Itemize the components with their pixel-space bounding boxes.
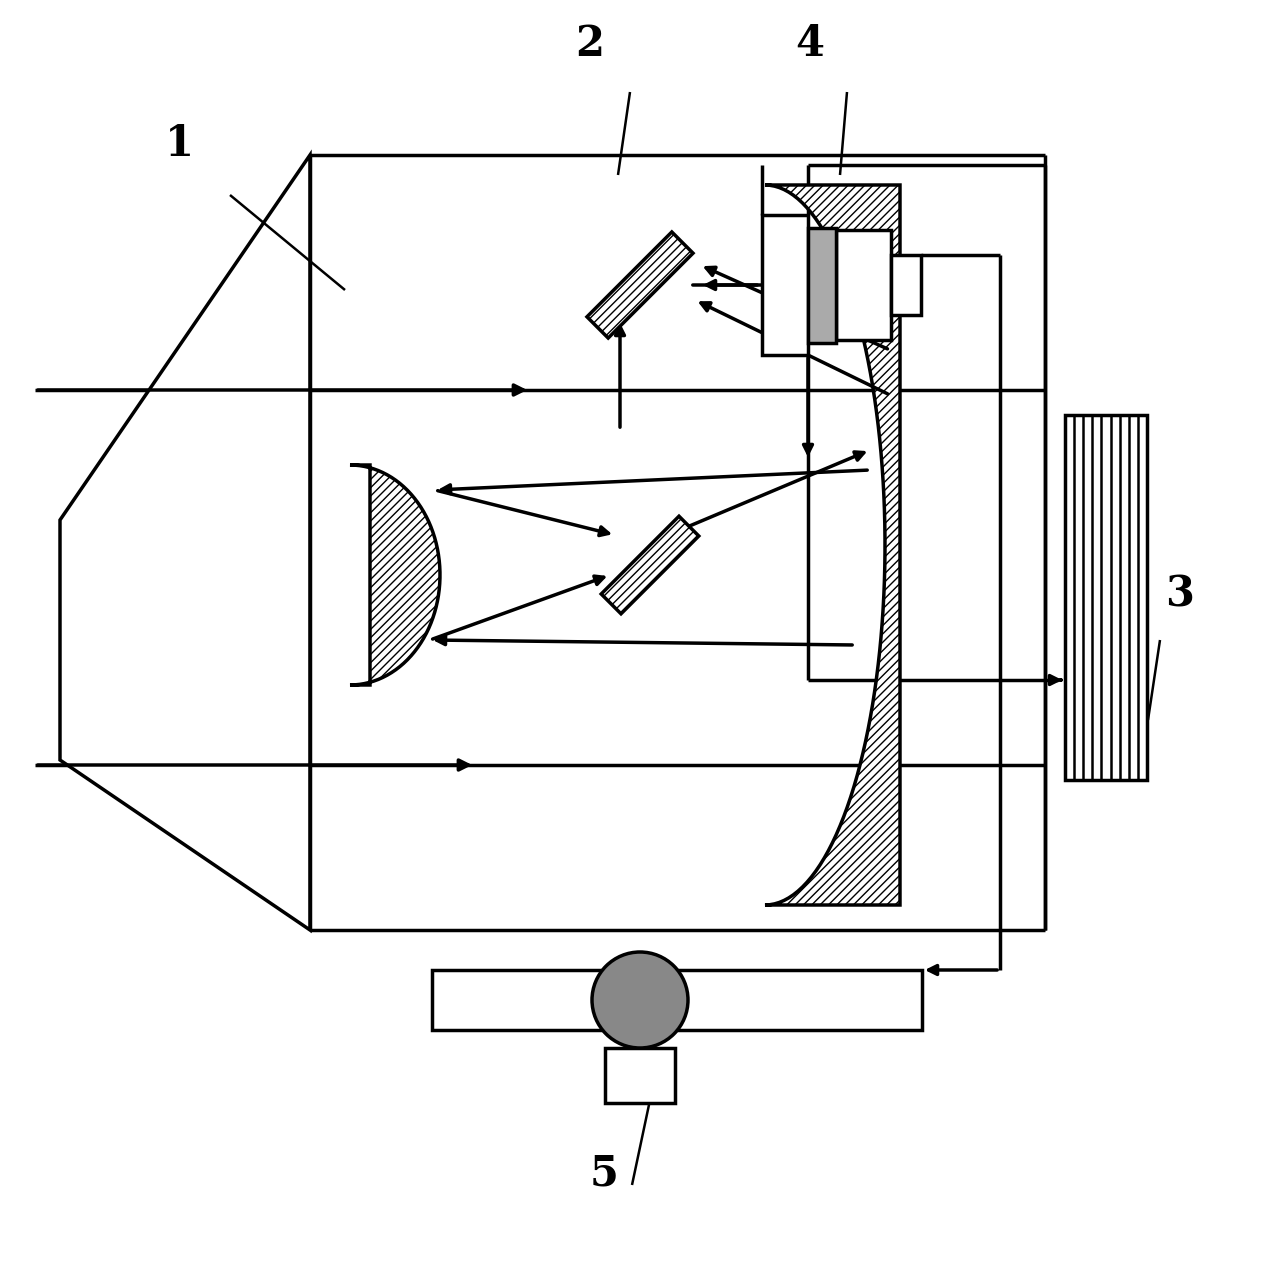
Polygon shape bbox=[60, 155, 310, 930]
Text: 5: 5 bbox=[590, 1153, 618, 1195]
Bar bbox=[891, 255, 921, 315]
Bar bbox=[808, 228, 836, 343]
Polygon shape bbox=[351, 465, 440, 685]
Bar bbox=[432, 970, 922, 1029]
Text: 4: 4 bbox=[796, 23, 824, 65]
Bar bbox=[762, 215, 808, 355]
Bar bbox=[606, 1049, 674, 1103]
Text: 2: 2 bbox=[575, 23, 604, 65]
Text: 1: 1 bbox=[164, 124, 194, 166]
Bar bbox=[1065, 415, 1148, 780]
Polygon shape bbox=[602, 516, 699, 614]
Bar bbox=[836, 231, 891, 340]
Circle shape bbox=[592, 952, 688, 1049]
Polygon shape bbox=[765, 185, 900, 905]
Text: 3: 3 bbox=[1165, 573, 1193, 615]
Polygon shape bbox=[586, 232, 694, 338]
